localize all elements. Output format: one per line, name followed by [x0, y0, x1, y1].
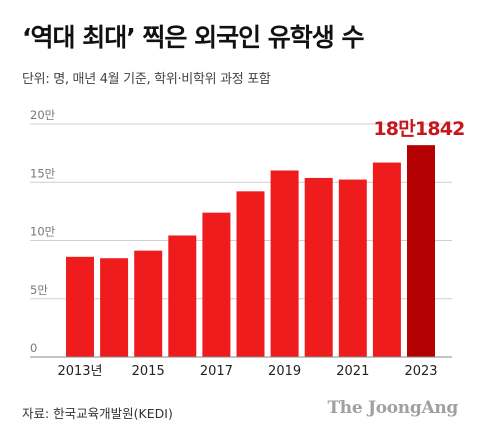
bar: [372, 162, 401, 357]
x-tick-label: 2021: [336, 364, 369, 379]
bar: [100, 258, 129, 357]
bar: [236, 191, 265, 357]
bar: [168, 235, 197, 357]
bar: [202, 212, 231, 357]
publisher-logo: The JoongAng: [327, 398, 458, 418]
x-tick-label: 2017: [200, 364, 233, 379]
bar: [66, 256, 94, 357]
x-tick-label: 2019: [268, 364, 301, 379]
data-label: 18만1842: [373, 118, 464, 140]
bar: [304, 177, 333, 357]
bar: [134, 250, 163, 357]
y-tick-label: 0: [30, 341, 37, 355]
y-tick-label: 10만: [30, 225, 56, 239]
bar: [407, 145, 435, 357]
y-tick-label: 5만: [30, 283, 48, 297]
chart-subtitle: 단위: 명, 매년 4월 기준, 학위·비학위 과정 포함: [22, 72, 271, 87]
chart-title: ‘역대 최대’ 찍은 외국인 유학생 수: [22, 23, 365, 52]
y-tick-label: 15만: [30, 166, 56, 180]
bar: [338, 179, 367, 357]
x-tick-label: 2013년: [57, 364, 102, 379]
x-tick-label: 2023: [404, 364, 437, 379]
x-tick-label: 2015: [132, 364, 165, 379]
bar: [270, 170, 299, 357]
y-tick-label: 20만: [30, 108, 56, 122]
source-note: 자료: 한국교육개발원(KEDI): [22, 406, 173, 421]
